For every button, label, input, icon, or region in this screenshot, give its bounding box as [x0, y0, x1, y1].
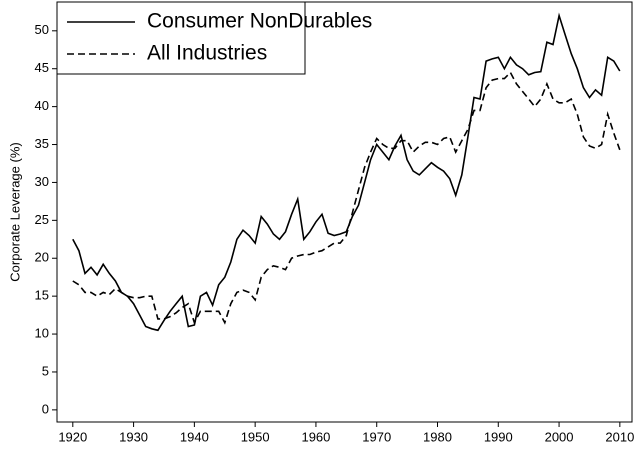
x-tick-label: 2000: [545, 429, 574, 444]
x-tick-label: 1930: [119, 429, 148, 444]
legend-box: [56, 1, 306, 75]
x-tick-label: 1980: [423, 429, 452, 444]
series-line: [72, 71, 621, 325]
y-tick-label: 10: [35, 325, 49, 340]
legend-label: All Industries: [147, 42, 267, 65]
y-tick-label: 50: [35, 22, 49, 37]
y-tick-label: 25: [35, 212, 49, 227]
series-line: [72, 12, 621, 332]
y-axis-label: Corporate Leverage (%): [7, 142, 22, 281]
y-tick-label: 40: [35, 98, 49, 113]
plot-frame: [56, 1, 633, 423]
y-tick-label: 35: [35, 136, 49, 151]
x-tick-label: 1950: [241, 429, 270, 444]
x-tick-label: 1940: [180, 429, 209, 444]
y-tick-label: 45: [35, 60, 49, 75]
y-tick-label: 30: [35, 174, 49, 189]
y-tick-label: 20: [35, 250, 49, 265]
y-tick-label: 0: [42, 401, 49, 416]
x-tick-label: 1970: [362, 429, 391, 444]
x-tick-label: 1960: [301, 429, 330, 444]
x-tick-label: 1920: [58, 429, 87, 444]
legend-label: Consumer NonDurables: [147, 10, 372, 33]
y-tick-label: 15: [35, 288, 49, 303]
x-tick-label: 2010: [605, 429, 634, 444]
x-tick-label: 1990: [484, 429, 513, 444]
y-tick-label: 5: [42, 363, 49, 378]
